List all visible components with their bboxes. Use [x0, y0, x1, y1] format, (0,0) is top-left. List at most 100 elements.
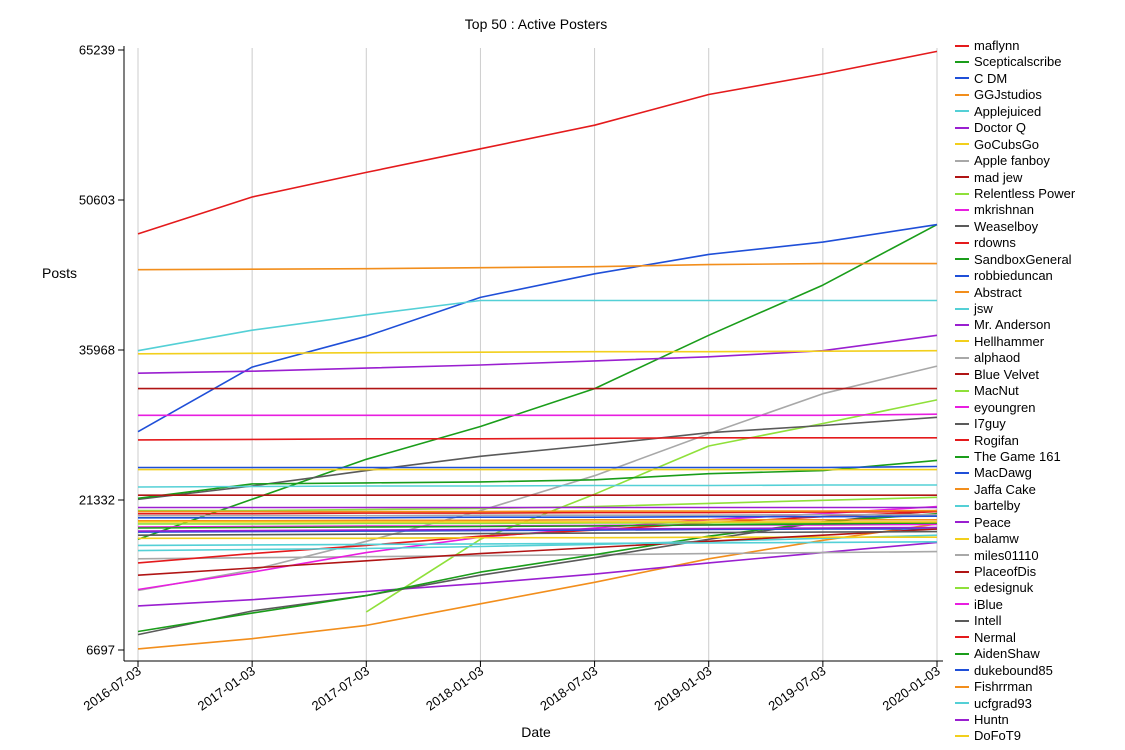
legend-swatch	[955, 636, 969, 639]
legend-label: Scepticalscribe	[974, 54, 1062, 70]
legend-label: mad jew	[974, 169, 1023, 185]
x-tick-label: 2018-01-03	[423, 663, 486, 713]
legend-item: balamw	[955, 531, 1125, 547]
legend-label: Peace	[974, 514, 1011, 530]
legend-item: dukebound85	[955, 663, 1125, 679]
legend-item: mad jew	[955, 170, 1125, 186]
legend-label: mkrishnan	[974, 202, 1034, 218]
legend-item: Rogifan	[955, 433, 1125, 449]
series-line-31	[138, 513, 937, 517]
legend-label: C DM	[974, 70, 1008, 86]
legend-label: I7guy	[974, 416, 1006, 432]
series-line-28	[137, 534, 938, 552]
legend-item: alphaod	[955, 350, 1125, 366]
legend-item: Blue Velvet	[955, 367, 1125, 383]
series-line-21	[138, 496, 938, 512]
series-line-12	[137, 436, 937, 441]
legend-item: edesignuk	[955, 580, 1125, 596]
legend-swatch	[955, 488, 969, 491]
legend-label: dukebound85	[974, 662, 1053, 678]
legend-swatch	[955, 554, 969, 557]
legend-label: Abstract	[974, 284, 1022, 300]
series-line-27	[138, 518, 937, 522]
legend-swatch	[955, 619, 969, 622]
series-line-41	[137, 526, 938, 532]
x-tick-label: 2017-07-03	[309, 663, 372, 713]
legend-label: edesignuk	[974, 580, 1034, 596]
y-tick-label: 21332	[79, 493, 115, 508]
legend-item: Huntn	[955, 712, 1125, 728]
legend-item: PlaceofDis	[955, 564, 1125, 580]
legend-item: Doctor Q	[955, 120, 1125, 136]
legend-swatch	[955, 225, 969, 228]
legend-item: robbieduncan	[955, 268, 1125, 284]
legend-label: eyoungren	[974, 399, 1036, 415]
legend-label: Apple fanboy	[974, 153, 1050, 169]
legend-item: GoCubsGo	[955, 137, 1125, 153]
legend-swatch	[955, 504, 969, 507]
legend-swatch	[955, 44, 969, 47]
legend-label: rdowns	[974, 235, 1016, 251]
legend-item: Applejuiced	[955, 104, 1125, 120]
legend-item: MacDawg	[955, 465, 1125, 481]
legend-item: Nermal	[955, 630, 1125, 646]
series-line-39	[138, 509, 938, 513]
series-line-40	[137, 540, 938, 547]
x-tick-label: 2020-01-03	[880, 663, 943, 713]
legend-item: mkrishnan	[955, 202, 1125, 218]
legend-swatch	[955, 143, 969, 146]
legend-swatch	[955, 192, 969, 195]
x-tick-label: 2016-07-03	[81, 663, 144, 713]
legend-swatch	[955, 587, 969, 589]
legend-label: Hellhammer	[974, 333, 1045, 349]
legend-item: rdowns	[955, 235, 1125, 251]
series-line-3	[137, 262, 937, 271]
legend-swatch	[955, 126, 969, 129]
legend-item: Intell	[955, 613, 1125, 629]
x-tick-label: 2018-07-03	[537, 663, 600, 713]
series-line-1	[137, 223, 938, 541]
legend-item: eyoungren	[955, 400, 1125, 416]
legend-swatch	[955, 652, 969, 655]
series-line-2	[137, 223, 938, 433]
legend-label: Intell	[974, 613, 1002, 629]
x-tick-label: 2017-01-03	[195, 663, 258, 713]
series-line-35	[137, 530, 938, 537]
legend-label: bartelby	[974, 498, 1021, 514]
legend-item: MacNut	[955, 383, 1125, 399]
legend-label: miles01110	[974, 547, 1039, 563]
legend-label: MacDawg	[974, 465, 1032, 481]
axes	[123, 46, 943, 662]
y-axis-label: Posts	[42, 265, 77, 281]
legend-label: GoCubsGo	[974, 136, 1040, 152]
legend-swatch	[955, 340, 969, 343]
legend-label: maflynn	[974, 38, 1020, 53]
chart-title: Top 50 : Active Posters	[465, 16, 607, 32]
legend-swatch	[955, 702, 969, 705]
legend-label: AidenShaw	[974, 646, 1040, 662]
legend-swatch	[955, 734, 969, 737]
legend-label: Doctor Q	[974, 120, 1027, 136]
legend-item: Fishrrman	[955, 679, 1125, 695]
legend-label: Rogifan	[974, 432, 1019, 448]
legend-swatch	[955, 373, 969, 376]
x-tick-label: 2019-01-03	[651, 663, 714, 713]
legend-item: GGJstudios	[955, 87, 1125, 103]
legend-item: I7guy	[955, 416, 1125, 432]
legend-label: jsw	[974, 301, 993, 316]
legend-swatch	[955, 669, 969, 672]
legend-label: iBlue	[974, 596, 1003, 612]
legend-item: C DM	[955, 71, 1125, 87]
legend-item: Apple fanboy	[955, 153, 1125, 169]
legend-label: alphaod	[974, 350, 1021, 366]
legend-item: SandboxGeneral	[955, 252, 1125, 268]
legend-item: jsw	[955, 301, 1125, 317]
legend-swatch	[955, 356, 969, 359]
legend-item: Hellhammer	[955, 334, 1125, 350]
legend-label: PlaceofDis	[974, 564, 1037, 579]
series-line-26	[137, 528, 937, 533]
legend-item: Peace	[955, 515, 1125, 531]
x-tick-label: 2019-07-03	[766, 663, 829, 713]
legend-label: Jaffa Cake	[974, 481, 1036, 497]
legend-label: robbieduncan	[974, 268, 1053, 284]
